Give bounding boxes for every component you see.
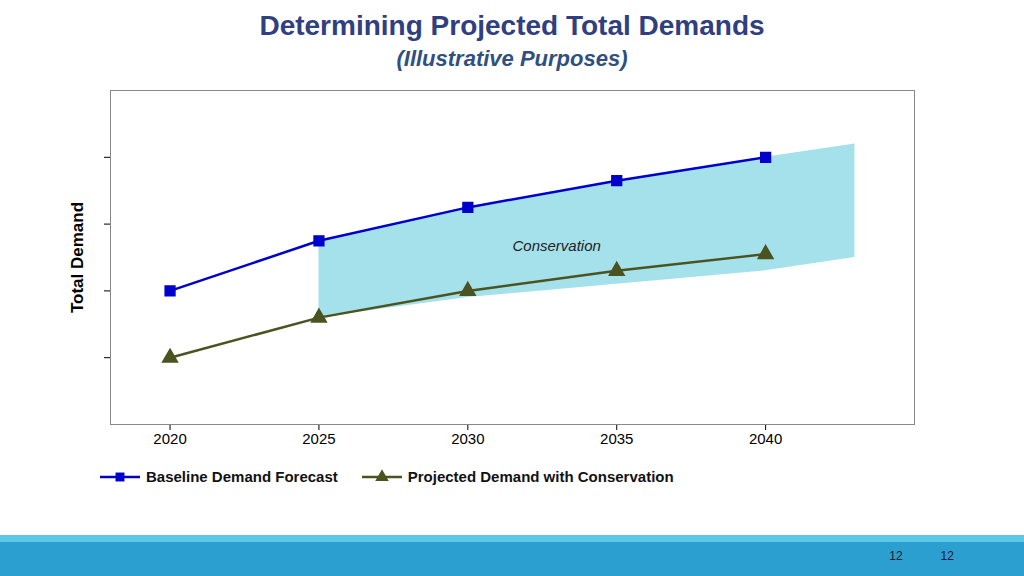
html-text:Baseline Demand Forecast: Baseline Demand Forecast — [146, 468, 338, 485]
html-text:12: 12 — [940, 549, 954, 563]
svg-text:2030: 2030 — [451, 430, 484, 447]
html-text:12: 12 — [889, 549, 903, 563]
svg-text:2025: 2025 — [302, 430, 335, 447]
svg-text:Total Demand: Total Demand — [68, 202, 87, 313]
html-text:(Illustrative Purposes): (Illustrative Purposes) — [396, 46, 628, 71]
html-text:Projected Demand with Conserva: Projected Demand with Conservation — [407, 468, 674, 485]
svg-text:Conservation: Conservation — [513, 237, 601, 254]
svg-text:2040: 2040 — [749, 430, 782, 447]
html-text:Determining Projected Total De: Determining Projected Total Demands — [259, 10, 765, 41]
svg-text:2020: 2020 — [153, 430, 186, 447]
svg-text:2035: 2035 — [600, 430, 633, 447]
